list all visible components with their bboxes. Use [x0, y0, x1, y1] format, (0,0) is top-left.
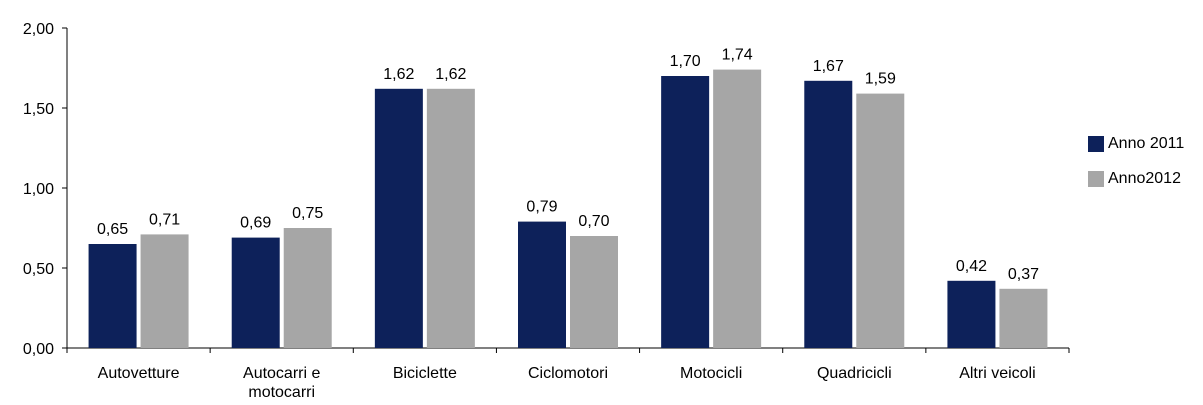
bar-anno-2011	[231, 237, 280, 348]
bar-anno-2012	[856, 93, 905, 348]
bar-anno-2012	[713, 69, 762, 348]
bar-anno-2012	[283, 228, 332, 348]
data-label: 1,62	[435, 66, 466, 83]
bar-anno-2011	[374, 88, 423, 349]
x-tick-label: Biciclette	[393, 365, 457, 382]
y-tick-label: 0,00	[23, 341, 54, 358]
legend-swatch-anno-2012	[1088, 171, 1104, 187]
data-label: 0,42	[956, 258, 987, 275]
data-label: 0,37	[1008, 266, 1039, 283]
data-label: 0,75	[292, 205, 323, 222]
legend-item-anno-2011: Anno 2011	[1088, 132, 1184, 156]
legend-item-anno-2012: Anno2012	[1088, 167, 1184, 191]
bar-anno-2012	[570, 236, 618, 348]
x-tick-label: Motocicli	[680, 365, 742, 382]
bar-anno-2011	[947, 280, 996, 348]
x-tick-label: motocarri	[248, 384, 315, 401]
bar-anno-2011	[518, 221, 566, 348]
data-label: 0,71	[149, 211, 180, 228]
y-tick-label: 2,00	[23, 21, 54, 38]
data-label: 0,70	[578, 213, 609, 230]
data-label: 1,62	[383, 66, 414, 83]
data-label: 1,67	[813, 58, 844, 75]
bar-anno-2011	[88, 244, 137, 348]
data-label: 1,70	[670, 53, 701, 70]
data-label: 0,79	[526, 199, 557, 216]
x-tick-label: Autocarri e	[243, 365, 320, 382]
data-label: 1,59	[865, 71, 896, 88]
x-tick-label: Ciclomotori	[528, 365, 608, 382]
bar-anno-2012	[426, 88, 475, 349]
y-tick-label: 1,00	[23, 181, 54, 198]
y-tick-label: 1,50	[23, 101, 54, 118]
x-tick-label: Quadricicli	[817, 365, 892, 382]
bar-anno-2011	[804, 80, 853, 349]
x-tick-label: Altri veicoli	[959, 365, 1035, 382]
legend-swatch-anno-2011	[1088, 136, 1104, 152]
x-tick-label: Autovetture	[98, 365, 180, 382]
legend-label-anno-2012: Anno2012	[1108, 170, 1181, 187]
data-label: 0,69	[240, 215, 271, 232]
data-label: 0,65	[97, 221, 128, 238]
bar-anno-2012	[140, 234, 189, 348]
bar-anno-2011	[661, 76, 710, 348]
legend: Anno 2011 Anno2012	[1088, 132, 1184, 202]
y-tick-label: 0,50	[23, 261, 54, 278]
bar-anno-2012	[999, 288, 1048, 348]
legend-label-anno-2011: Anno 2011	[1108, 135, 1185, 152]
data-label: 1,74	[722, 47, 753, 64]
